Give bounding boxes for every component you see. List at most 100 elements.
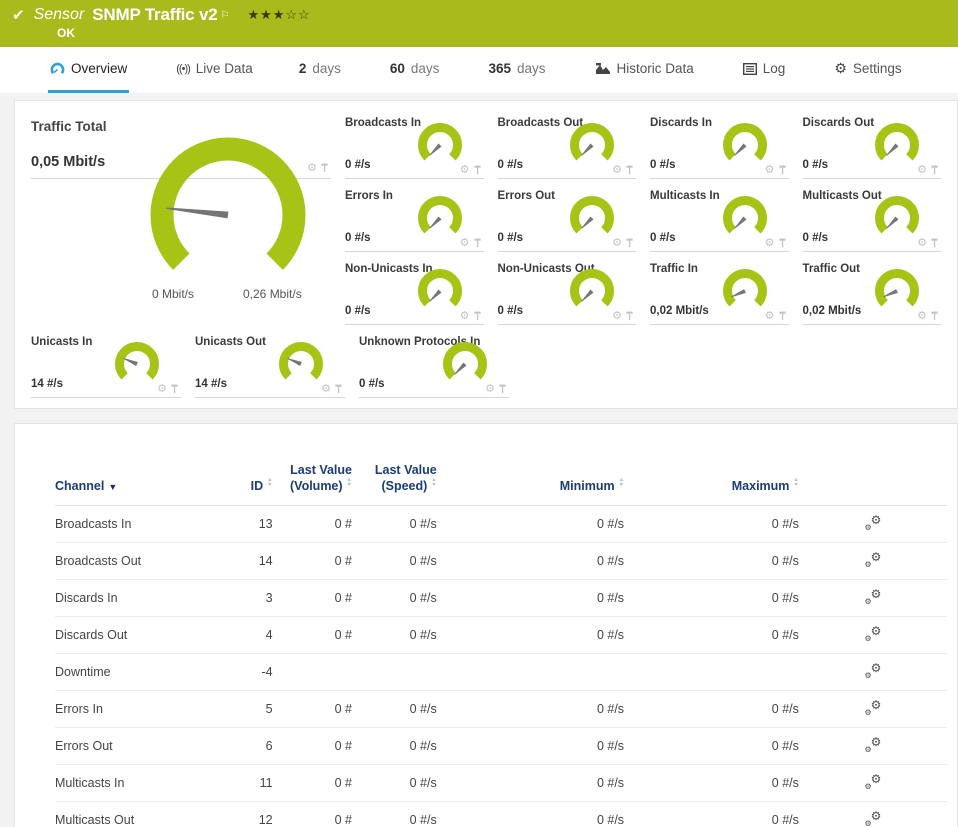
gauge-pin-icon[interactable] bbox=[778, 165, 787, 175]
tab-2-days[interactable]: 2 days bbox=[298, 61, 341, 76]
tab-log[interactable]: Log bbox=[741, 47, 788, 93]
gauge-pin-icon[interactable] bbox=[625, 238, 634, 248]
cell-channel: Discards Out bbox=[55, 616, 207, 654]
column-header-id[interactable]: ID ▲ ▼ bbox=[206, 424, 273, 506]
channel-settings-gears-icon[interactable]: ⚙ ⚙ bbox=[864, 549, 882, 569]
gauge-title: Traffic Out bbox=[802, 263, 861, 275]
gauge-settings-gear-icon[interactable]: ⚙ bbox=[764, 310, 775, 322]
gauge-pin-icon[interactable] bbox=[778, 238, 787, 248]
gauge-settings-gear-icon[interactable]: ⚙ bbox=[321, 383, 331, 395]
gauge-value: 14 #/s bbox=[195, 378, 227, 390]
cell-id: 14 bbox=[206, 542, 273, 580]
status-ok-check-icon: ✔ bbox=[12, 7, 25, 24]
channel-settings-gears-icon[interactable]: ⚙ ⚙ bbox=[864, 660, 882, 680]
gauge-pin-icon[interactable] bbox=[473, 165, 482, 175]
gauge-settings-gear-icon[interactable]: ⚙ bbox=[612, 237, 622, 249]
channel-settings-gears-icon[interactable]: ⚙ ⚙ bbox=[864, 771, 882, 791]
gauge-settings-gear-icon[interactable]: ⚙ bbox=[917, 237, 927, 249]
gauge-settings-gear-icon[interactable]: ⚙ bbox=[764, 164, 775, 176]
table-row-multicasts-out: Multicasts Out 12 0 # 0 #/s 0 #/s 0 #/s … bbox=[55, 801, 947, 827]
cell-last-value-speed: 0 #/s bbox=[352, 727, 437, 765]
gauge-title: Multicasts In bbox=[650, 190, 720, 202]
priority-stars[interactable]: ★★★☆☆ bbox=[247, 7, 311, 22]
column-header-minimum[interactable]: Minimum ▲ ▼ bbox=[436, 424, 625, 506]
gauge-settings-gear-icon[interactable]: ⚙ bbox=[485, 383, 495, 395]
gauge-title: Broadcasts In bbox=[345, 117, 422, 129]
gauge-settings-gear-icon[interactable]: ⚙ bbox=[612, 310, 622, 322]
table-row-errors-out: Errors Out 6 0 # 0 #/s 0 #/s 0 #/s ⚙ ⚙ bbox=[55, 727, 947, 765]
tab-365-days[interactable]: 365 days bbox=[488, 61, 546, 76]
gauge-settings-gear-icon[interactable]: ⚙ bbox=[612, 164, 622, 176]
gauge-title: Unicasts In bbox=[31, 336, 93, 348]
table-row-discards-in: Discards In 3 0 # 0 #/s 0 #/s 0 #/s ⚙ ⚙ bbox=[55, 579, 947, 617]
gauge-value: 0 #/s bbox=[345, 305, 371, 317]
cell-minimum: 0 #/s bbox=[436, 727, 625, 765]
channel-settings-gears-icon[interactable]: ⚙ ⚙ bbox=[864, 697, 882, 717]
gauge-value: 0 #/s bbox=[497, 305, 524, 317]
cell-minimum: 0 #/s bbox=[436, 505, 625, 543]
sensor-title: SNMP Traffic v2 bbox=[92, 5, 218, 24]
gauge-title: Traffic Total bbox=[31, 119, 107, 134]
channel-table-panel: Channel ▼ ID ▲ ▼ Last Value (Volume) ▲ ▼ Last… bbox=[14, 423, 958, 827]
gauge-value: 0 #/s bbox=[345, 159, 371, 171]
gauge-pin-icon[interactable] bbox=[930, 238, 939, 248]
column-header-channel[interactable]: Channel ▼ bbox=[55, 424, 207, 506]
cell-maximum: 0 #/s bbox=[624, 727, 799, 765]
gauge-pin-icon[interactable] bbox=[334, 384, 343, 394]
gauge-settings-gear-icon[interactable]: ⚙ bbox=[459, 310, 470, 322]
cell-last-value-volume: 0 # bbox=[272, 727, 352, 765]
gauge-title: Discards Out bbox=[802, 117, 875, 129]
tab-60-days[interactable]: 60 days bbox=[389, 61, 440, 76]
column-header-last-value-speed[interactable]: Last Value (Speed) ▲ ▼ bbox=[352, 424, 437, 506]
gauge-pin-icon[interactable] bbox=[625, 165, 634, 175]
sort-icon: ▲ ▼ bbox=[793, 477, 799, 488]
gauge-value: 0 #/s bbox=[359, 378, 385, 390]
cell-last-value-volume: 0 # bbox=[272, 505, 352, 543]
column-header-maximum[interactable]: Maximum ▲ ▼ bbox=[624, 424, 799, 506]
cell-maximum: 0 #/s bbox=[624, 616, 799, 654]
cell-last-value-volume: 0 # bbox=[272, 690, 352, 728]
channel-settings-gears-icon[interactable]: ⚙ ⚙ bbox=[864, 734, 882, 754]
gauge-pin-icon[interactable] bbox=[930, 165, 939, 175]
gauge-broadcasts-in: Broadcasts In 0 #/s ⚙ bbox=[345, 115, 484, 179]
gauge-settings-gear-icon[interactable]: ⚙ bbox=[917, 310, 927, 322]
gauge-pin-icon[interactable] bbox=[170, 384, 179, 394]
gauge-pin-icon[interactable] bbox=[498, 384, 507, 394]
tab-label: Settings bbox=[852, 61, 902, 76]
channel-settings-gears-icon[interactable]: ⚙ ⚙ bbox=[864, 808, 882, 827]
gauge-settings-gear-icon[interactable]: ⚙ bbox=[459, 164, 470, 176]
sort-icon: ▲ ▼ bbox=[346, 477, 352, 488]
sort-icon: ▲ ▼ bbox=[618, 477, 625, 488]
gauge-pin-icon[interactable] bbox=[625, 311, 634, 321]
gauge-pin-icon[interactable] bbox=[778, 311, 787, 321]
tab-live-data[interactable]: ((•)) Live Data bbox=[174, 47, 255, 93]
gauge-settings-gear-icon[interactable]: ⚙ bbox=[459, 237, 470, 249]
tab-settings[interactable]: ⚙ Settings bbox=[832, 47, 903, 93]
gauge-settings-gear-icon[interactable]: ⚙ bbox=[157, 383, 167, 395]
cell-id: -4 bbox=[206, 653, 273, 691]
cell-last-value-speed bbox=[352, 653, 437, 691]
cell-maximum: 0 #/s bbox=[624, 542, 799, 580]
gauge-pin-icon[interactable] bbox=[473, 311, 482, 321]
gauge-settings-gear-icon[interactable]: ⚙ bbox=[764, 237, 775, 249]
gauge-pin-icon[interactable] bbox=[930, 311, 939, 321]
gauge-dial-icon bbox=[570, 196, 614, 234]
tab-historic-data[interactable]: Historic Data bbox=[593, 47, 696, 93]
gauge-pin-icon[interactable] bbox=[473, 238, 482, 248]
gauge-settings-gear-icon[interactable]: ⚙ bbox=[917, 164, 927, 176]
cell-minimum: 0 #/s bbox=[436, 764, 625, 802]
gauge-value: 0,02 Mbit/s bbox=[650, 305, 709, 317]
cell-minimum bbox=[436, 653, 625, 691]
channel-settings-gears-icon[interactable]: ⚙ ⚙ bbox=[864, 586, 882, 606]
channel-settings-gears-icon[interactable]: ⚙ ⚙ bbox=[864, 623, 882, 643]
tab-overview[interactable]: Overview bbox=[48, 47, 130, 93]
column-header-last-value-volume[interactable]: Last Value (Volume) ▲ ▼ bbox=[272, 424, 352, 506]
gauge-multicasts-out: Multicasts Out 0 #/s ⚙ bbox=[802, 188, 941, 252]
cell-id: 3 bbox=[206, 579, 273, 617]
gauge-settings-gear-icon[interactable]: ⚙ bbox=[307, 162, 317, 174]
cell-last-value-volume: 0 # bbox=[272, 764, 352, 802]
tab-label: Historic Data bbox=[616, 61, 694, 76]
gauge-dial-icon bbox=[417, 123, 462, 161]
gauge-pin-icon[interactable] bbox=[320, 163, 329, 173]
channel-settings-gears-icon[interactable]: ⚙ ⚙ bbox=[864, 512, 882, 532]
